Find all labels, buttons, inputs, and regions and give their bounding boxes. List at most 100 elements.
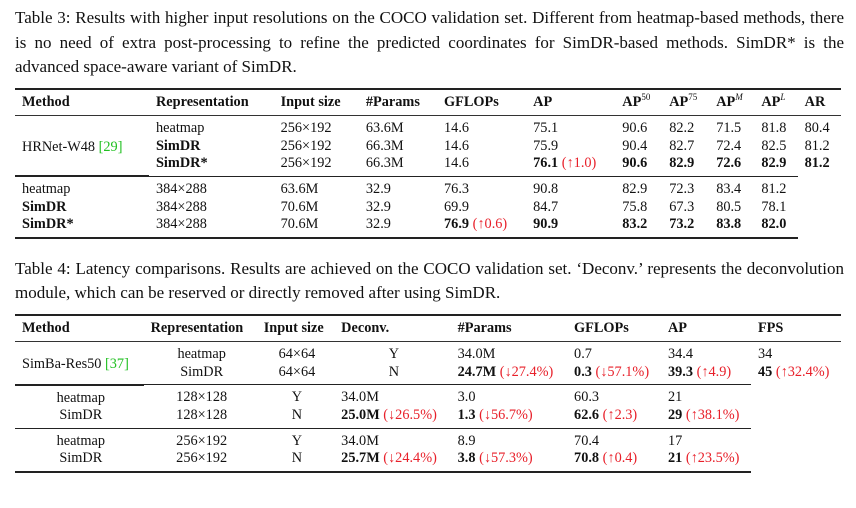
- cell-value: 29: [667, 407, 683, 423]
- cell-value: 39.3: [667, 363, 693, 380]
- cell-value: 76.1: [533, 155, 559, 171]
- header-label: Representation: [150, 319, 244, 336]
- table-cell: 72.6: [709, 155, 754, 176]
- table-cell: 3.0: [450, 384, 568, 407]
- table-cell: 83.4: [709, 175, 755, 199]
- cell-value: 81.2: [761, 180, 787, 197]
- table-cell: heatmap: [15, 175, 149, 199]
- cell-value: 14.6: [444, 155, 470, 171]
- table-cell: 76.9 (↑0.6): [437, 216, 527, 239]
- cell-value: 81.8: [761, 120, 787, 136]
- table-row: SimBa-Res50 [37] heatmap 64×64 Y 34.0M 0.7 34.…: [15, 341, 841, 386]
- table-cell: 75.9: [526, 138, 615, 156]
- cell-value: SimDR: [180, 363, 224, 380]
- table-cell: 81.2: [798, 138, 841, 156]
- column-header: Method: [15, 88, 149, 116]
- cell-value: 76.9: [444, 216, 470, 232]
- table-cell: 29 (↑38.1%): [661, 407, 751, 428]
- table-cell: 82.5: [754, 138, 797, 156]
- table-cell: 76.1 (↑1.0): [526, 155, 615, 176]
- cell-value: 69.9: [444, 198, 470, 215]
- header-label: AP: [667, 319, 688, 336]
- table-cell: 3.8 (↓57.3%): [450, 450, 568, 473]
- table-cell: 14.6: [437, 116, 526, 138]
- table-cell: 90.4: [615, 138, 662, 156]
- cell-delta: (↓56.7%): [479, 407, 533, 423]
- cell-value: Y: [388, 346, 400, 362]
- cell-value: SimDR: [155, 137, 201, 154]
- cell-delta: (↑0.4): [602, 450, 638, 466]
- table-cell: 82.7: [662, 138, 709, 156]
- table3-caption: Table 3: Results with higher input resol…: [15, 8, 844, 76]
- cell-delta: (↑23.5%): [685, 450, 740, 466]
- column-header: Deconv.: [334, 314, 451, 342]
- cell-value: 66.3M: [365, 137, 404, 154]
- cell-value: heatmap: [177, 346, 226, 362]
- table-cell: 81.2: [754, 175, 798, 199]
- cell-value: 73.2: [669, 216, 695, 232]
- table-cell: 75.1: [526, 116, 615, 138]
- header-label: Input size: [263, 319, 324, 336]
- table-cell: 25.0M (↓26.5%): [334, 407, 450, 428]
- cell-value: 82.9: [761, 155, 787, 171]
- citation-link[interactable]: [37]: [105, 356, 129, 372]
- cell-value: 78.1: [761, 198, 787, 215]
- table-cell: 78.1: [754, 199, 797, 217]
- cell-delta: (↓26.5%): [383, 407, 437, 423]
- column-header: Representation: [143, 314, 257, 342]
- table-cell: 256×192: [274, 116, 359, 138]
- header-superscript: 50: [641, 91, 651, 102]
- cell-value: 32.9: [365, 216, 391, 232]
- cell-value: 64×64: [278, 346, 316, 362]
- table-cell: SimDR: [15, 199, 149, 217]
- column-header: FPS: [750, 314, 841, 342]
- cell-value: 45: [757, 363, 773, 380]
- cell-delta: (↑0.6): [472, 216, 508, 232]
- table-cell: 128×128: [143, 384, 257, 407]
- table-cell: 1.3 (↓56.7%): [451, 407, 567, 428]
- table-cell: SimDR: [15, 450, 144, 473]
- table-cell: 81.2: [798, 155, 841, 176]
- table-cell: 82.9: [662, 155, 709, 176]
- table-cell: 34.0M: [334, 427, 451, 450]
- table-cell: 32.9: [358, 175, 438, 199]
- table-cell: 39.3 (↑4.9): [661, 364, 751, 385]
- table-cell: Y: [334, 342, 450, 364]
- table-cell: 34.0M: [334, 384, 451, 407]
- table-cell: 64×64: [257, 364, 334, 385]
- cell-value: 81.2: [804, 155, 830, 172]
- cell-value: 83.4: [716, 180, 742, 197]
- citation-link[interactable]: [29]: [98, 138, 123, 155]
- cell-value: 128×128: [176, 407, 228, 423]
- table-cell: 80.4: [798, 116, 841, 138]
- table-cell: heatmap: [144, 342, 257, 364]
- table-cell: 256×192: [274, 155, 359, 176]
- cell-value: 256×192: [176, 450, 228, 466]
- cell-value: 64×64: [278, 363, 316, 380]
- table-cell: 73.2: [662, 216, 710, 239]
- cell-value: heatmap: [56, 389, 106, 406]
- table-cell: 82.9: [754, 155, 797, 176]
- table-cell: SimDR*: [149, 155, 274, 176]
- header-label: Deconv.: [341, 319, 390, 336]
- cell-delta: (↓24.4%): [383, 450, 437, 466]
- column-header: GFLOPs: [437, 88, 527, 116]
- cell-value: 72.6: [716, 155, 742, 171]
- header-label: AR: [804, 93, 826, 110]
- cell-value: 32.9: [365, 180, 391, 197]
- cell-value: N: [291, 407, 303, 423]
- table-cell: 17: [660, 427, 751, 450]
- table-cell: 256×192: [143, 427, 257, 450]
- cell-value: 71.5: [716, 120, 742, 136]
- cell-value: 0.3: [574, 363, 592, 380]
- header-label: AP: [761, 93, 781, 110]
- cell-value: 25.0M: [341, 407, 380, 423]
- cell-value: N: [291, 450, 303, 466]
- cell-value: 83.8: [716, 216, 742, 232]
- column-header: APM: [709, 88, 755, 116]
- cell-value: 82.9: [669, 155, 695, 171]
- table-cell: 70.8 (↑0.4): [567, 450, 661, 473]
- method-cell: HRNet-W48 [29]: [15, 115, 149, 177]
- header-label: FPS: [757, 319, 784, 336]
- cell-value: 21: [667, 450, 683, 466]
